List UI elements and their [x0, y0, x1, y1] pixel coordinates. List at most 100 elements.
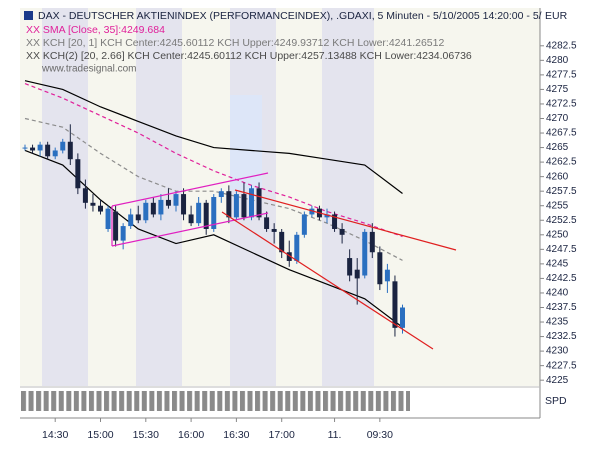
y-tick-label: 4255 — [546, 200, 569, 211]
y-tick-label: 4257.5 — [546, 186, 577, 197]
x-tick-label: 16:00 — [178, 429, 204, 441]
overlays — [24, 80, 403, 328]
trend-line — [221, 211, 434, 350]
candle-body — [37, 144, 43, 151]
candle-body — [181, 194, 187, 215]
y-tick-label: 4232.5 — [546, 331, 577, 342]
candle-body — [196, 202, 202, 224]
candle-body — [143, 202, 149, 221]
candle-body — [52, 150, 58, 157]
x-tick-label: 09:30 — [367, 429, 393, 441]
title-icon — [24, 11, 33, 20]
candle-body — [67, 141, 73, 160]
y-tick-label: 4245 — [546, 259, 569, 270]
band-highlight — [230, 95, 262, 190]
candle-body — [45, 144, 51, 157]
candle-body — [128, 214, 134, 227]
y-tick-label: 4240 — [546, 288, 569, 299]
y-tick-label: 4275 — [546, 84, 569, 95]
legend-entry: XX KCH [20, 1] KCH Center:4245.60112 KCH… — [26, 37, 444, 49]
y-tick-label: 4277.5 — [546, 70, 577, 81]
y-tick-label: 4250 — [546, 229, 569, 240]
y-tick-label: 4237.5 — [546, 302, 577, 313]
candle-body — [75, 159, 81, 189]
candle-body — [226, 191, 232, 218]
legend-entry: XX SMA [Close, 35]:4249.684 — [26, 24, 165, 36]
plot-area — [20, 8, 540, 386]
candle-body — [203, 202, 209, 229]
candle-body — [384, 269, 390, 282]
x-tick-label: 15:30 — [133, 429, 159, 441]
candle-body — [362, 231, 368, 276]
indicator-line — [24, 80, 403, 194]
candle-body — [369, 231, 375, 253]
candle-body — [90, 202, 96, 206]
y-tick-label: 4230 — [546, 346, 569, 357]
y-tick-label: 4280 — [546, 55, 569, 66]
candle-body — [294, 234, 300, 261]
candle-body — [339, 228, 345, 235]
candle-body — [105, 208, 111, 229]
candle-body — [150, 202, 156, 215]
y-tick-label: 4265 — [546, 142, 569, 153]
volume-label: SPD — [545, 395, 567, 407]
y-tick-label: 4272.5 — [546, 99, 577, 110]
x-tick-label: 17:00 — [269, 429, 295, 441]
candle-body — [233, 194, 239, 218]
x-tick-label: 14:30 — [42, 429, 68, 441]
x-tick-label: 16:30 — [223, 429, 249, 441]
candle-body — [354, 269, 360, 279]
band — [322, 8, 374, 386]
y-tick-label: 4227.5 — [546, 360, 577, 371]
candle-body — [286, 252, 292, 261]
y-tick-label: 4242.5 — [546, 273, 577, 284]
candle-body — [165, 199, 171, 206]
candle-body — [60, 141, 66, 151]
indicator-line — [24, 117, 403, 261]
candle-body — [82, 188, 88, 203]
y-tick-label: 4270 — [546, 113, 569, 124]
candle-body — [264, 217, 270, 229]
candle-body — [249, 188, 254, 218]
candle-body — [332, 214, 338, 229]
candle-body — [241, 194, 247, 218]
y-tick-label: 4262.5 — [546, 157, 577, 168]
band — [42, 8, 88, 386]
candle-body — [392, 281, 398, 328]
legend-entry: XX KCH(2) [20, 2.66] KCH Center:4245.601… — [26, 50, 472, 62]
y-tick-label: 4252.5 — [546, 215, 577, 226]
candle-body — [30, 147, 36, 151]
y-tick-label: 4282.5 — [546, 40, 577, 51]
channel-line — [111, 212, 269, 247]
spd-strip — [20, 391, 410, 411]
candle-body — [301, 214, 307, 235]
y-tick-label: 4247.5 — [546, 244, 577, 255]
y-tick-label: 4225 — [546, 375, 569, 386]
candle-body — [98, 205, 103, 212]
indicator-line — [24, 149, 403, 328]
candle-body — [324, 214, 330, 218]
candle-body — [279, 231, 285, 253]
candle-body — [256, 188, 262, 218]
candle-body — [347, 258, 353, 276]
candle-body — [135, 214, 141, 221]
trendlines — [111, 172, 457, 350]
candle-body — [113, 211, 119, 241]
candle-body — [309, 208, 315, 215]
x-tick-label: 15:00 — [87, 429, 113, 441]
y-tick-label: 4235 — [546, 317, 569, 328]
candle-body — [22, 147, 28, 149]
candle-body — [120, 226, 126, 241]
candle-body — [400, 307, 405, 328]
candle-body — [377, 252, 383, 285]
currency-label: EUR — [545, 10, 568, 22]
candle-body — [158, 199, 164, 215]
y-tick-label: 4267.5 — [546, 128, 577, 139]
chart-title: DAX - DEUTSCHER AKTIENINDEX (PERFORMANCE… — [38, 10, 542, 22]
candle-body — [211, 197, 217, 229]
candle-body — [188, 214, 194, 224]
trend-line — [234, 189, 457, 251]
candle-body — [271, 228, 277, 232]
watermark: www.tradesignal.com — [41, 64, 136, 75]
